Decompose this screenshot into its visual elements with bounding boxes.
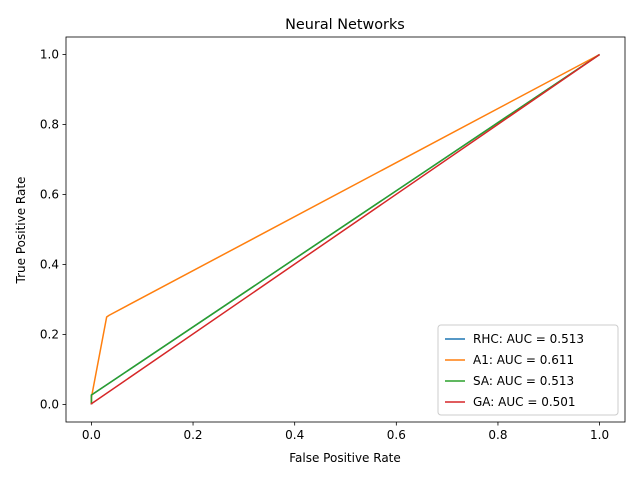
y-tick-label: 1.0 (40, 48, 59, 62)
y-tick-label: 0.2 (40, 328, 59, 342)
x-axis-label: False Positive Rate (289, 451, 401, 465)
plot-area (65, 36, 626, 423)
series-line-3 (90, 53, 601, 405)
y-axis-label: True Positive Rate (14, 177, 28, 285)
legend-label-2: SA: AUC = 0.513 (473, 374, 574, 388)
y-tick-label: 0.8 (40, 118, 59, 132)
x-tick-label: 0.4 (285, 428, 304, 442)
y-tick-label: 0.6 (40, 188, 59, 202)
legend-label-3: GA: AUC = 0.501 (473, 395, 576, 409)
legend-box (437, 324, 619, 416)
x-axis: 0.0 0.2 0.4 0.6 0.8 1.0 (82, 422, 609, 442)
legend-label-0: RHC: AUC = 0.513 (473, 332, 584, 346)
x-tick-label: 0.2 (183, 428, 202, 442)
y-axis: 0.0 0.2 0.4 0.6 0.8 1.0 (40, 48, 66, 412)
chart-title: Neural Networks (285, 17, 405, 33)
legend: RHC: AUC = 0.513 A1: AUC = 0.611 SA: AUC =… (437, 324, 619, 416)
x-tick-label: 0.0 (82, 428, 101, 442)
x-tick-label: 0.6 (387, 428, 406, 442)
x-tick-label: 1.0 (590, 428, 609, 442)
y-tick-label: 0.4 (40, 258, 59, 272)
plot-frame (65, 36, 626, 423)
legend-label-1: A1: AUC = 0.611 (473, 353, 574, 367)
series-line-2 (90, 53, 601, 405)
x-tick-label: 0.8 (488, 428, 507, 442)
y-tick-label: 0.0 (40, 398, 59, 412)
